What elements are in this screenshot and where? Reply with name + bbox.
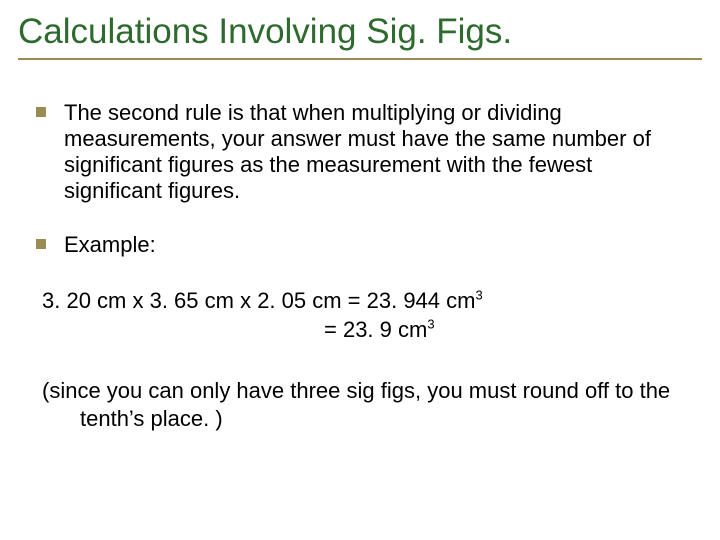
note-block: (since you can only have three sig figs,… xyxy=(42,377,692,432)
square-bullet-icon xyxy=(36,107,46,117)
bullet-text: Example: xyxy=(64,232,156,258)
title-container: Calculations Involving Sig. Figs. xyxy=(18,12,702,60)
page-title: Calculations Involving Sig. Figs. xyxy=(18,12,702,52)
slide: Calculations Involving Sig. Figs. The se… xyxy=(0,0,720,540)
calc-text: 3. 20 cm x 3. 65 cm x 2. 05 cm = 23. 944… xyxy=(42,288,475,313)
exponent: 3 xyxy=(475,287,482,302)
calculation-line-2: = 23. 9 cm3 xyxy=(42,315,702,345)
calculation-block: 3. 20 cm x 3. 65 cm x 2. 05 cm = 23. 944… xyxy=(42,286,702,345)
list-item: The second rule is that when multiplying… xyxy=(36,100,702,204)
note-text: (since you can only have three sig figs,… xyxy=(42,377,692,432)
square-bullet-icon xyxy=(36,239,46,249)
exponent: 3 xyxy=(427,317,434,332)
bullet-text: The second rule is that when multiplying… xyxy=(64,100,674,204)
calc-text: = 23. 9 cm xyxy=(324,317,427,342)
calculation-line-1: 3. 20 cm x 3. 65 cm x 2. 05 cm = 23. 944… xyxy=(42,286,702,316)
list-item: Example: xyxy=(36,232,702,258)
